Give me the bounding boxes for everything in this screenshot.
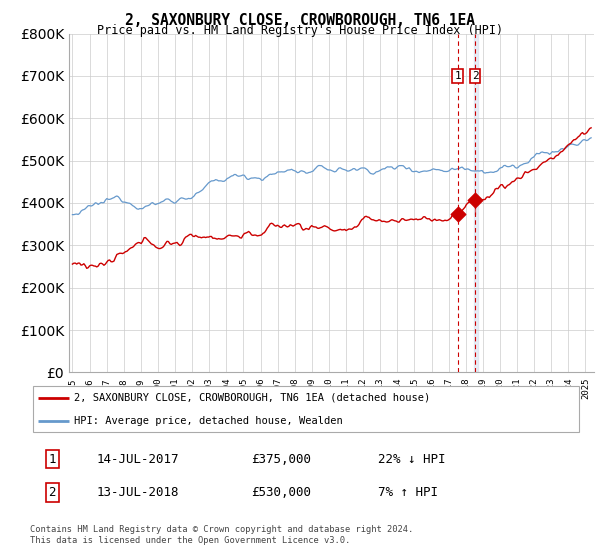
Text: HPI: Average price, detached house, Wealden: HPI: Average price, detached house, Weal… [74,417,343,426]
Text: 2, SAXONBURY CLOSE, CROWBOROUGH, TN6 1EA (detached house): 2, SAXONBURY CLOSE, CROWBOROUGH, TN6 1EA… [74,393,430,403]
Text: 2, SAXONBURY CLOSE, CROWBOROUGH, TN6 1EA: 2, SAXONBURY CLOSE, CROWBOROUGH, TN6 1EA [125,13,475,28]
Bar [474,34,478,372]
Point [470,195,480,204]
Text: £530,000: £530,000 [251,486,311,499]
Text: 1: 1 [49,452,56,465]
FancyBboxPatch shape [33,386,579,432]
Text: 1: 1 [454,71,461,81]
Text: 13-JUL-2018: 13-JUL-2018 [96,486,179,499]
Text: Price paid vs. HM Land Registry's House Price Index (HPI): Price paid vs. HM Land Registry's House … [97,24,503,37]
Text: 22% ↓ HPI: 22% ↓ HPI [378,452,445,465]
Text: 7% ↑ HPI: 7% ↑ HPI [378,486,438,499]
Text: £375,000: £375,000 [251,452,311,465]
Text: Contains HM Land Registry data © Crown copyright and database right 2024.
This d: Contains HM Land Registry data © Crown c… [30,525,413,545]
Point [453,209,463,218]
Text: 14-JUL-2017: 14-JUL-2017 [96,452,179,465]
Text: 2: 2 [472,71,478,81]
Text: 2: 2 [49,486,56,499]
